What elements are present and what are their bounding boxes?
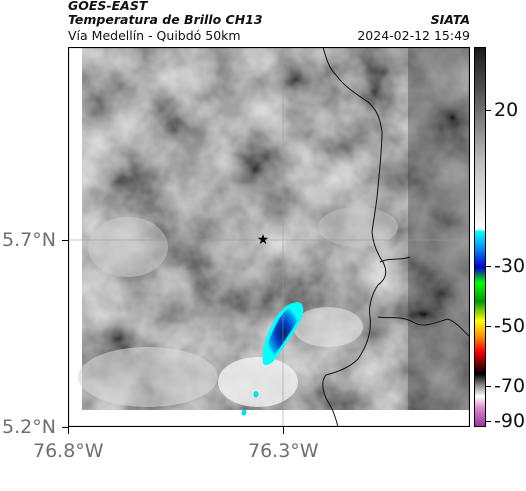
lon-tick-mark xyxy=(68,427,69,434)
boundaries xyxy=(322,47,470,427)
region-label: Vía Medellín - Quibdó 50km xyxy=(68,28,241,43)
colorbar-tick: -30 xyxy=(494,255,526,277)
satellite-map: ★ xyxy=(68,47,470,427)
star-marker: ★ xyxy=(257,232,270,248)
lat-tick-label: 5.7°N xyxy=(2,229,56,251)
colorbar-tick: -90 xyxy=(494,410,526,432)
graticule xyxy=(68,47,470,427)
map-frame xyxy=(68,47,470,427)
lon-tick-label: 76.3°W xyxy=(248,440,319,462)
colorbar-tick: 20 xyxy=(494,99,519,121)
lat-tick-label: 5.2°N xyxy=(2,416,56,438)
lat-tick-mark xyxy=(62,240,69,241)
timestamp-label: 2024-02-12 15:49 xyxy=(357,28,470,43)
colorbar xyxy=(474,47,486,427)
colorbar-tick: -70 xyxy=(494,375,526,397)
org-label: SIATA xyxy=(430,12,470,27)
lon-tick-label: 76.8°W xyxy=(33,440,104,462)
satellite-title: GOES-EAST xyxy=(68,0,148,13)
product-title: Temperatura de Brillo CH13 xyxy=(68,12,263,27)
colorbar-tick: -50 xyxy=(494,315,526,337)
lon-tick-mark xyxy=(283,427,284,434)
lat-tick-mark xyxy=(62,427,69,428)
cloud-imagery xyxy=(78,47,470,410)
